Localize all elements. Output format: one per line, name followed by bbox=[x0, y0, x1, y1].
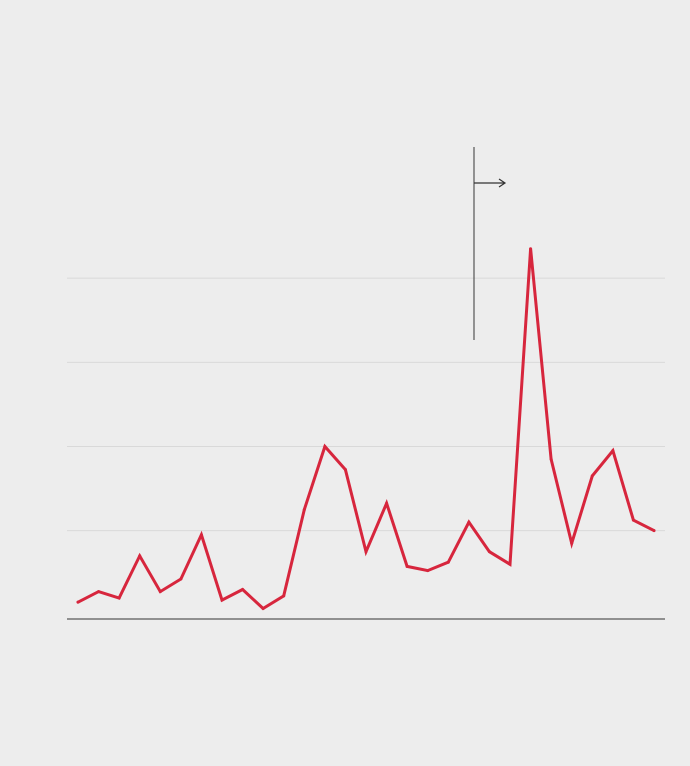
data-point bbox=[549, 457, 553, 461]
data-point bbox=[241, 588, 245, 592]
data-point bbox=[261, 606, 265, 610]
data-point bbox=[487, 550, 491, 554]
data-point bbox=[631, 518, 635, 522]
data-point bbox=[385, 501, 389, 505]
data-points bbox=[76, 247, 656, 610]
data-point bbox=[302, 508, 306, 512]
data-point bbox=[446, 560, 450, 564]
data-point bbox=[405, 564, 409, 568]
data-point bbox=[611, 449, 615, 453]
data-point bbox=[343, 468, 347, 472]
data-point bbox=[138, 554, 142, 558]
annotation-arrow-icon bbox=[474, 178, 507, 188]
data-point bbox=[590, 474, 594, 478]
series-line-0 bbox=[76, 248, 656, 611]
data-point bbox=[179, 577, 183, 581]
data-point bbox=[220, 598, 224, 602]
data-point bbox=[282, 594, 286, 598]
data-point bbox=[323, 444, 327, 448]
data-point bbox=[467, 520, 471, 524]
data-point bbox=[426, 569, 430, 573]
data-point bbox=[570, 541, 574, 545]
data-point bbox=[199, 533, 203, 537]
gridlines bbox=[67, 277, 665, 532]
data-point bbox=[76, 600, 80, 604]
data-point bbox=[652, 529, 656, 533]
data-point bbox=[117, 596, 121, 600]
data-point bbox=[364, 550, 368, 554]
data-point bbox=[158, 590, 162, 594]
data-point bbox=[529, 247, 533, 251]
annotation-marker bbox=[473, 147, 507, 340]
series-layer bbox=[76, 248, 656, 611]
data-point bbox=[97, 590, 101, 594]
data-point bbox=[508, 562, 512, 566]
